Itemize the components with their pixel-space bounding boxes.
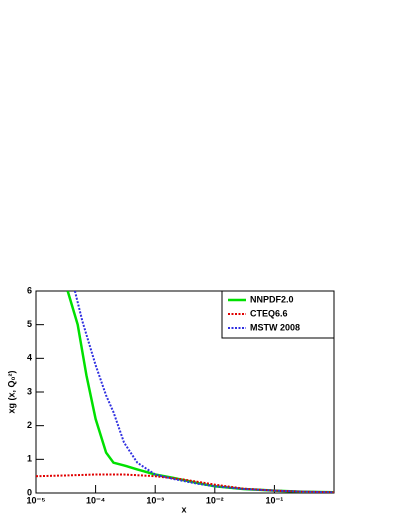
x-tick-label: 10⁻¹ [266,495,284,505]
x-tick-label: 10⁻⁴ [86,495,105,505]
legend-label: MSTW 2008 [250,322,300,332]
legend-label: NNPDF2.0 [250,294,294,304]
y-tick-label: 6 [27,285,32,295]
y-tick-label: 3 [27,386,32,396]
y-tick-label: 0 [27,487,32,497]
y-tick-label: 5 [27,319,32,329]
series-line [66,291,334,493]
x-tick-label: 10⁻² [206,495,224,505]
x-tick-label: 10⁻⁵ [27,495,46,505]
x-tick-label: 10⁻³ [146,495,164,505]
legend-box [221,290,335,339]
legend-label: CTEQ6.6 [250,308,288,318]
y-tick-label: 4 [27,353,32,363]
y-axis-label: xg (x, Q₀²) [6,370,16,413]
series-line [36,473,334,493]
x-axis-label: x [181,504,186,514]
y-tick-label: 1 [27,454,32,464]
y-tick-label: 2 [27,420,32,430]
series-line [73,291,334,493]
